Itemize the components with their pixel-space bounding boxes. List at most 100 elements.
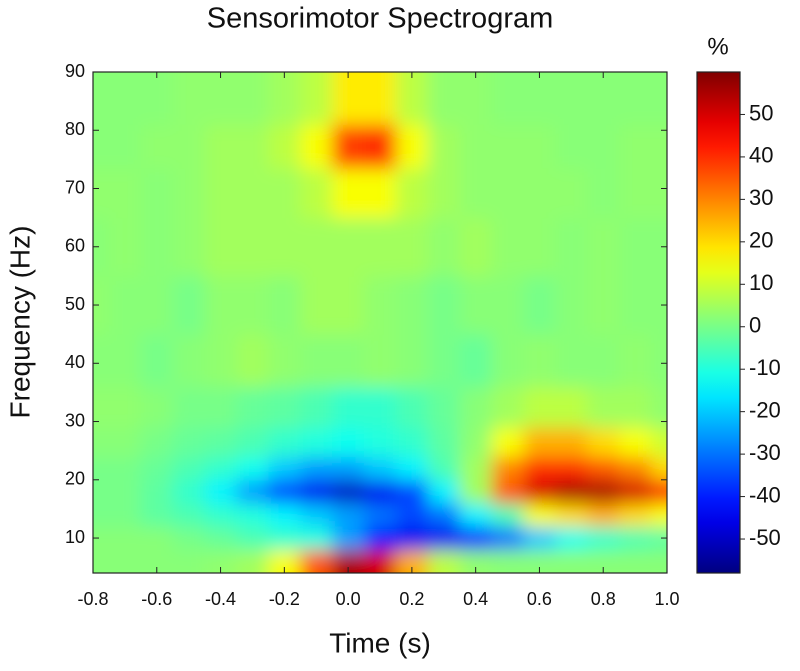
heat-cell: [93, 168, 110, 219]
heat-cell: [427, 334, 461, 388]
heat-cell: [140, 526, 174, 551]
heat-cell: [587, 503, 620, 527]
heat-cell: [619, 72, 652, 125]
heat-cell: [364, 275, 397, 335]
y-tick-label: 20: [65, 469, 85, 489]
heat-cell: [268, 386, 301, 428]
heat-cell: [587, 386, 620, 428]
heat-cell: [268, 334, 301, 388]
x-tick-label: 0.6: [527, 589, 552, 609]
heat-cell: [93, 503, 110, 527]
colorbar-tick-label: -30: [749, 440, 781, 465]
heat-cell: [491, 386, 524, 428]
heat-cell: [332, 275, 365, 335]
heat-cell: [93, 124, 110, 169]
heat-cell: [555, 479, 588, 504]
heat-cell: [619, 168, 652, 219]
heat-cell: [523, 479, 556, 504]
colorbar-label: %: [707, 33, 728, 60]
heat-cell: [300, 503, 333, 527]
heat-cell: [395, 456, 429, 481]
heat-cell: [300, 124, 333, 169]
heat-cell: [140, 479, 174, 504]
heat-cell: [491, 526, 524, 551]
heat-cell: [204, 217, 237, 277]
heat-cell: [300, 549, 333, 573]
heat-cell: [108, 503, 142, 527]
heat-cell: [427, 549, 461, 573]
heat-cell: [459, 479, 493, 504]
y-tick-label: 50: [65, 294, 85, 314]
heat-cell: [587, 275, 620, 335]
heat-cell: [587, 479, 620, 504]
heat-cell: [491, 72, 524, 125]
heat-cell: [332, 427, 365, 457]
heat-cell: [364, 124, 397, 169]
heat-cell: [332, 456, 365, 481]
heat-cell: [332, 526, 365, 551]
heat-cell: [204, 503, 237, 527]
heat-cell: [619, 124, 652, 169]
heat-cell: [555, 456, 588, 481]
x-tick-label: 0.8: [591, 589, 616, 609]
colorbar-tick-label: 40: [749, 143, 773, 168]
heat-cell: [140, 72, 174, 125]
heat-cell: [236, 275, 269, 335]
heat-cell: [108, 526, 142, 551]
heat-cell: [172, 386, 206, 428]
heat-cell: [93, 526, 110, 551]
y-tick-label: 60: [65, 236, 85, 256]
heat-cell: [140, 456, 174, 481]
heat-cell: [108, 275, 142, 335]
heat-cell: [172, 334, 206, 388]
heat-cell: [140, 503, 174, 527]
heat-cell: [651, 526, 667, 551]
heat-cell: [108, 168, 142, 219]
heat-cell: [108, 72, 142, 125]
colorbar-tick-label: -20: [749, 397, 781, 422]
heatmap: [93, 72, 667, 573]
heat-cell: [140, 427, 174, 457]
colorbar-tick-label: -50: [749, 525, 781, 550]
heat-cell: [364, 72, 397, 125]
heat-cell: [459, 72, 493, 125]
heat-cell: [172, 275, 206, 335]
heat-cell: [140, 334, 174, 388]
y-tick-label: 40: [65, 352, 85, 372]
heat-cell: [651, 386, 667, 428]
heat-cell: [555, 124, 588, 169]
heat-cell: [619, 334, 652, 388]
heat-cell: [364, 479, 397, 504]
heat-cell: [555, 427, 588, 457]
heat-cell: [523, 386, 556, 428]
heat-cell: [300, 526, 333, 551]
heat-cell: [459, 124, 493, 169]
heat-cell: [204, 526, 237, 551]
x-tick-label: 0.0: [336, 589, 361, 609]
heat-cell: [555, 168, 588, 219]
heat-cell: [332, 72, 365, 125]
heat-cell: [140, 124, 174, 169]
heat-cell: [172, 549, 206, 573]
heat-cell: [619, 386, 652, 428]
heat-cell: [491, 479, 524, 504]
heat-cell: [651, 124, 667, 169]
heat-cell: [93, 549, 110, 573]
heat-cell: [459, 275, 493, 335]
heat-cell: [364, 456, 397, 481]
heat-cell: [651, 456, 667, 481]
heat-cell: [555, 549, 588, 573]
heat-cell: [491, 503, 524, 527]
heat-cell: [93, 217, 110, 277]
heat-cell: [587, 168, 620, 219]
heat-cell: [172, 479, 206, 504]
heat-cell: [619, 526, 652, 551]
heat-cell: [651, 72, 667, 125]
heat-cell: [395, 168, 429, 219]
heat-cell: [108, 386, 142, 428]
heat-cell: [395, 124, 429, 169]
heat-cell: [523, 72, 556, 125]
heat-cell: [459, 503, 493, 527]
colorbar-tick-label: 0: [749, 313, 761, 338]
x-tick-label: -0.4: [205, 589, 236, 609]
